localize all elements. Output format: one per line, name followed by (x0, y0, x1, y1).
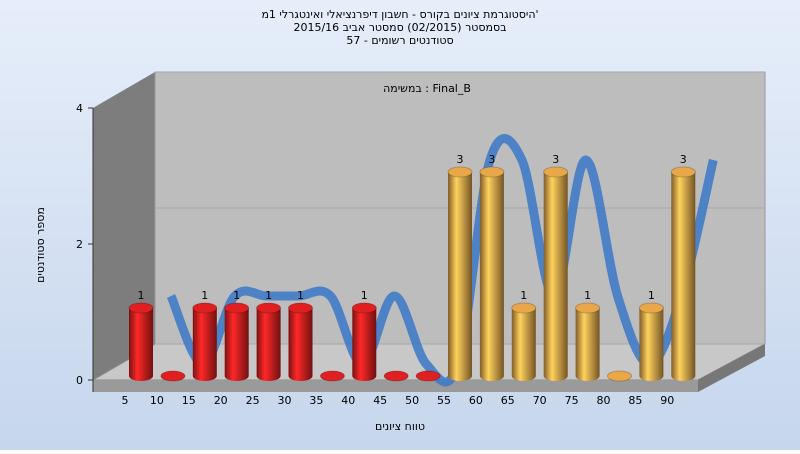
bar (129, 303, 153, 381)
data-label: 3 (457, 153, 464, 166)
bar (224, 303, 249, 382)
bar-top (543, 166, 569, 178)
data-label: 3 (552, 153, 559, 166)
x-tick-label: 15 (182, 394, 196, 407)
x-tick-label: 35 (309, 394, 323, 407)
y-tick-label: 0 (76, 374, 83, 387)
data-label: 1 (233, 289, 240, 302)
x-tick-label: 60 (469, 394, 483, 407)
bar-top (415, 370, 441, 382)
x-tick-label: 40 (341, 394, 355, 407)
bar (543, 167, 568, 382)
bar (192, 303, 217, 382)
x-tick-label: 30 (278, 394, 292, 407)
bar-top (575, 302, 601, 314)
chart-subtitle: בסמסטר (02/2015) סמסטר אביב 2015/16 (293, 21, 506, 34)
bar-top (256, 302, 282, 314)
floor-side (698, 344, 765, 392)
x-tick-label: 50 (405, 394, 419, 407)
bar (639, 303, 664, 382)
bar (575, 303, 600, 382)
floor-edge (93, 380, 698, 392)
data-label: 3 (488, 153, 495, 166)
x-tick-label: 55 (437, 394, 451, 407)
bar-top (383, 370, 409, 382)
x-tick-label: 90 (660, 394, 674, 407)
y-tick-label: 2 (76, 238, 83, 251)
bar (256, 303, 281, 382)
x-tick-label: 20 (214, 394, 228, 407)
bar (511, 303, 536, 382)
bar-top (288, 302, 313, 314)
data-label: 1 (584, 289, 591, 302)
x-tick-label: 10 (150, 394, 164, 407)
x-tick-label: 75 (565, 394, 579, 407)
data-label: 1 (201, 289, 208, 302)
bar-top (607, 370, 632, 382)
data-label: 1 (648, 289, 655, 302)
data-label: 1 (138, 289, 145, 302)
bar-top (447, 166, 473, 178)
data-label: 3 (680, 153, 687, 166)
x-tick-label: 25 (246, 394, 260, 407)
bar-top (351, 302, 377, 314)
bar (671, 167, 696, 382)
bar (479, 167, 504, 382)
bar-top (511, 302, 537, 314)
bar-top (192, 302, 218, 314)
x-tick-label: 45 (373, 394, 387, 407)
chart-subtitle: סטודנטים רשומים - 57 (346, 34, 453, 47)
y-tick-label: 4 (76, 102, 83, 115)
bar-top (224, 302, 250, 314)
bar (352, 303, 377, 382)
x-tick-label: 65 (501, 394, 515, 407)
data-label: 1 (265, 289, 272, 302)
bar-top (160, 370, 186, 382)
x-tick-label: 80 (597, 394, 611, 407)
y-axis-label: מספר סטודנטים (34, 207, 47, 283)
chart-title: היסטוגרמת ציונים בקורס - חשבון דיפרנציאל… (261, 8, 538, 21)
x-tick-label: 85 (628, 394, 642, 407)
bar-top (638, 302, 664, 314)
bar-top (128, 302, 154, 314)
bar-top (319, 370, 345, 382)
annotation: במשימה : Final_B (383, 82, 471, 95)
x-tick-label: 5 (122, 394, 129, 407)
data-label: 1 (520, 289, 527, 302)
data-label: 1 (361, 289, 368, 302)
bar-top (670, 166, 696, 178)
x-tick-label: 70 (533, 394, 547, 407)
bar-top (479, 166, 505, 178)
bar (288, 303, 313, 382)
data-label: 1 (297, 289, 304, 302)
left-wall (93, 72, 155, 380)
bar (448, 167, 472, 381)
x-axis-label: טווח ציונים (375, 420, 425, 433)
